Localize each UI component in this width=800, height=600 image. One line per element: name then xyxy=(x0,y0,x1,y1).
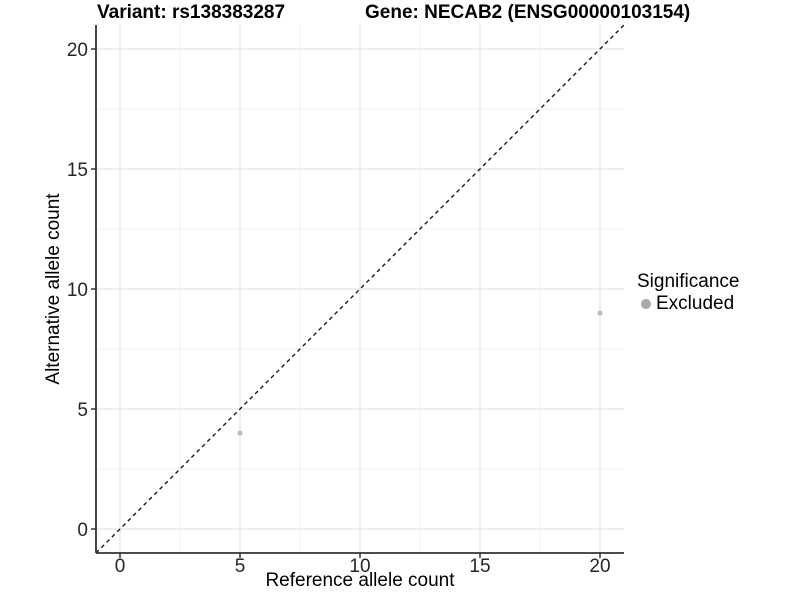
x-tick-label: 0 xyxy=(115,556,126,577)
legend-point-icon xyxy=(641,299,651,309)
legend-title: Significance xyxy=(637,271,740,292)
legend: Significance Excluded xyxy=(637,271,739,315)
data-point xyxy=(237,430,243,436)
x-tick-label: 5 xyxy=(235,556,246,577)
y-tick-label: 0 xyxy=(77,520,88,541)
x-tick-label: 10 xyxy=(349,556,370,577)
y-tick-label: 20 xyxy=(67,40,88,61)
x-tick-label: 15 xyxy=(469,556,490,577)
data-point xyxy=(597,310,603,316)
plot-title-gene: Gene: NECAB2 (ENSG00000103154) xyxy=(365,2,691,23)
legend-item-excluded: Excluded xyxy=(637,293,739,315)
y-tick-label: 5 xyxy=(77,400,88,421)
y-axis-title: Alternative allele count xyxy=(43,193,64,385)
x-tick-label: 20 xyxy=(589,556,610,577)
y-tick-label: 10 xyxy=(67,280,88,301)
plot-title-variant: Variant: rs138383287 xyxy=(97,2,286,23)
legend-item-label: Excluded xyxy=(656,293,735,314)
y-tick-label: 15 xyxy=(67,160,88,181)
x-axis-title: Reference allele count xyxy=(265,570,455,591)
